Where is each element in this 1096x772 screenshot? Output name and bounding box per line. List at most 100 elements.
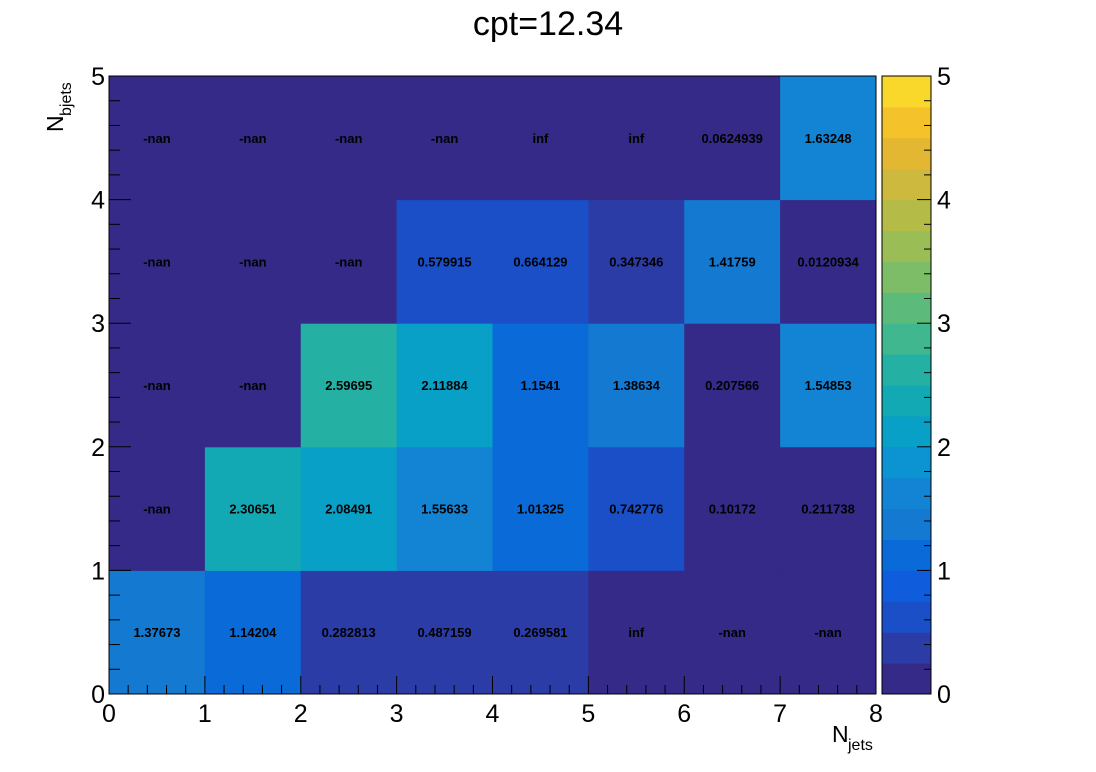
- cell-value-label: -nan: [335, 254, 363, 269]
- palette-tick-label: 5: [937, 63, 951, 91]
- cell-value-label: 0.487159: [417, 625, 471, 640]
- heatmap-cell: [492, 199, 589, 324]
- cell-value-label: inf: [628, 131, 645, 146]
- cell-value-label: -nan: [718, 625, 746, 640]
- palette-swatch: [882, 446, 931, 479]
- cell-value-label: 1.54853: [805, 378, 852, 393]
- palette-swatch: [882, 168, 931, 201]
- cell-value-label: 0.347346: [609, 254, 663, 269]
- heatmap-cell: [204, 323, 302, 448]
- heatmap-cell: [300, 323, 398, 448]
- heatmap-cell: [684, 76, 781, 201]
- svg-text:jets: jets: [847, 737, 873, 754]
- heatmap-cell: [396, 199, 493, 324]
- cell-value-label: 2.59695: [325, 378, 372, 393]
- heatmap-cell: [684, 199, 781, 324]
- heatmap-cell: [204, 446, 302, 571]
- cell-value-label: 0.0624939: [701, 131, 762, 146]
- heatmap-cell: [492, 323, 589, 448]
- palette-tick-label: 3: [937, 310, 951, 338]
- heatmap-cell: [204, 570, 302, 695]
- x-tick-label: 2: [294, 700, 308, 728]
- cell-value-label: -nan: [239, 131, 267, 146]
- cell-value-label: -nan: [143, 131, 171, 146]
- cell-value-label: 1.1541: [521, 378, 561, 393]
- heatmap-cell: [492, 446, 589, 571]
- heatmap-cell: [300, 446, 398, 571]
- cell-value-label: inf: [628, 625, 645, 640]
- cell-value-label: 1.14204: [229, 625, 277, 640]
- x-tick-label: 3: [390, 700, 404, 728]
- cell-value-label: 0.0120934: [797, 254, 859, 269]
- heatmap-cell: [492, 570, 589, 695]
- cell-value-label: -nan: [143, 502, 171, 517]
- palette-swatch: [882, 76, 931, 108]
- heatmap-cell: [780, 570, 877, 695]
- heatmap-cell: [109, 76, 206, 201]
- heatmap-cell: [588, 199, 685, 324]
- x-tick-label: 6: [677, 700, 691, 728]
- palette-swatch: [882, 106, 931, 139]
- x-tick-label: 4: [486, 700, 500, 728]
- cell-value-label: -nan: [814, 625, 842, 640]
- svg-text:bjets: bjets: [58, 82, 75, 116]
- palette-swatch: [882, 415, 931, 448]
- cell-value-label: 2.30651: [229, 502, 276, 517]
- color-palette-bar: 0 1 2 3 4 5: [881, 63, 951, 709]
- palette-swatch: [882, 230, 931, 262]
- palette-swatch: [882, 539, 931, 571]
- heatmap-cell: [109, 570, 206, 695]
- cell-value-label: -nan: [239, 254, 267, 269]
- cell-value-label: 1.37673: [133, 625, 180, 640]
- heatmap-cells: [109, 76, 877, 695]
- heatmap-cell: [780, 76, 877, 201]
- cell-value-label: 1.55633: [421, 502, 468, 517]
- cell-value-label: 1.38634: [613, 378, 661, 393]
- heatmap-cell: [204, 76, 302, 201]
- cell-value-label: -nan: [431, 131, 459, 146]
- heatmap-cell: [109, 199, 206, 324]
- heatmap-cell: [780, 323, 877, 448]
- chart-title: cpt=12.34: [473, 5, 623, 43]
- cell-value-label: 0.207566: [705, 378, 759, 393]
- palette-tick-label: 1: [937, 557, 951, 585]
- cell-value-label: 2.11884: [421, 378, 468, 393]
- cell-value-label: 0.10172: [709, 502, 756, 517]
- palette-tick-label: 0: [937, 681, 951, 709]
- heatmap-cell: [780, 446, 877, 571]
- x-tick-label: 7: [773, 700, 787, 728]
- heatmap-cell: [684, 446, 781, 571]
- cell-value-label: 0.742776: [609, 502, 663, 517]
- cell-value-label: inf: [532, 131, 549, 146]
- cell-value-label: 0.664129: [513, 254, 567, 269]
- cell-value-label: 0.282813: [322, 625, 376, 640]
- palette-swatch: [882, 199, 931, 231]
- cell-value-label: 0.579915: [417, 254, 471, 269]
- heatmap-cell: [109, 446, 206, 571]
- cell-value-label: 1.01325: [517, 502, 564, 517]
- palette-swatch: [882, 385, 931, 417]
- heatmap-cell: [109, 323, 206, 448]
- heatmap-cell: [396, 323, 493, 448]
- palette-swatch: [882, 137, 931, 170]
- heatmap-cell: [204, 199, 302, 324]
- heatmap-cell: [684, 570, 781, 695]
- heatmap-cell: [588, 446, 685, 571]
- heatmap-cell: [780, 199, 877, 324]
- cell-value-label: -nan: [239, 378, 267, 393]
- heatmap-cell: [396, 76, 493, 201]
- palette-swatch: [882, 663, 931, 695]
- x-tick-label: 5: [581, 700, 595, 728]
- svg-text:N: N: [42, 115, 68, 132]
- svg-text:N: N: [832, 721, 849, 747]
- cell-value-label: -nan: [143, 378, 171, 393]
- y-axis-ticks: 0 1 2 3 4 5: [91, 63, 131, 709]
- heatmap-cell: [588, 76, 685, 201]
- palette-swatch: [882, 601, 931, 633]
- heatmap-cell: [300, 76, 398, 201]
- heatmap-cell: [684, 323, 781, 448]
- cell-value-label: 0.269581: [513, 625, 567, 640]
- palette-swatch: [882, 632, 931, 664]
- heatmap-cell: [396, 446, 493, 571]
